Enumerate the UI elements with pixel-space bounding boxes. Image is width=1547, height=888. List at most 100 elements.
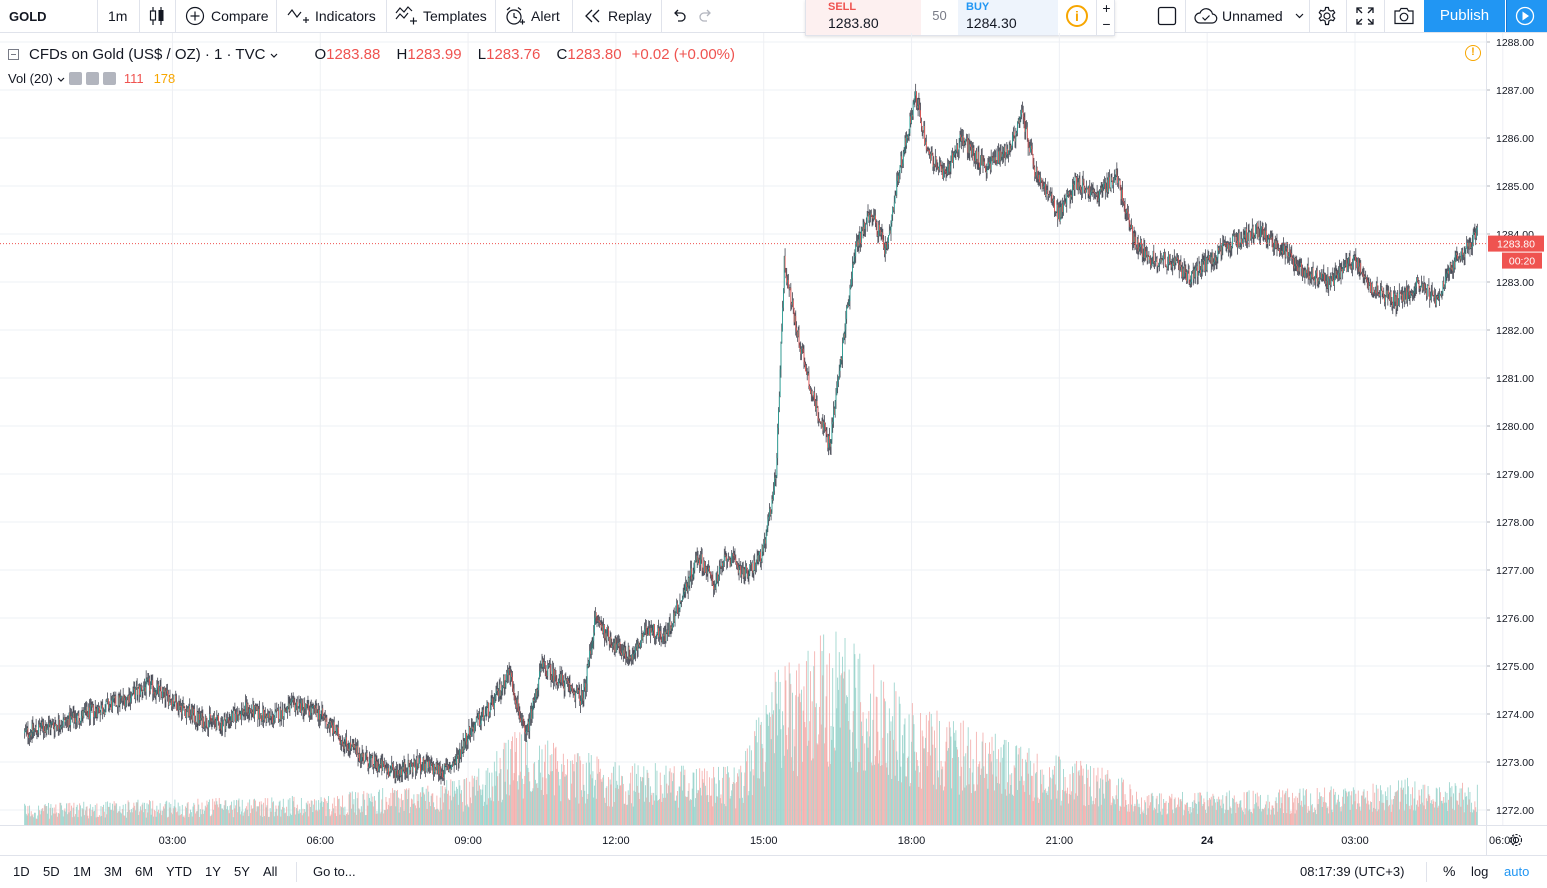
volume-bar [1003, 744, 1004, 825]
volume-bar [1393, 798, 1395, 825]
increase-button[interactable]: + [1102, 0, 1111, 16]
volume-bar [1410, 794, 1412, 825]
volume-bar [941, 769, 943, 825]
volume-bar [646, 769, 648, 825]
volume-bar [702, 779, 704, 825]
compare-button[interactable]: Compare [185, 0, 269, 32]
candle-body [812, 396, 814, 398]
candle-body [438, 764, 439, 775]
replay-button[interactable]: Replay [584, 0, 652, 32]
volume-bar [506, 794, 508, 825]
symbol-search-button[interactable]: GOLD [9, 0, 47, 32]
candle-body [414, 760, 416, 767]
candle-body [1132, 233, 1134, 243]
indicators-button[interactable]: Indicators [287, 0, 376, 32]
snapshot-button[interactable] [1393, 0, 1415, 32]
candle-body [594, 617, 595, 633]
candle-body [280, 708, 282, 721]
redo-button[interactable] [698, 0, 714, 32]
chart-style-button[interactable] [148, 0, 166, 32]
candle-body [885, 243, 887, 247]
alert-button[interactable]: Alert [505, 0, 560, 32]
candle-body [1126, 209, 1128, 213]
volume-bar [829, 763, 831, 825]
candle-body [507, 668, 509, 676]
volume-bar [1471, 802, 1473, 825]
candle-body [728, 557, 729, 560]
volume-bar [370, 793, 372, 825]
templates-button[interactable]: Templates [395, 0, 487, 32]
candle-body [988, 162, 990, 166]
candle-body [400, 769, 402, 776]
volume-bar [59, 802, 61, 825]
candle-body [939, 162, 940, 170]
candle-body [1189, 283, 1191, 285]
candle-body [737, 567, 739, 573]
candle-body [102, 705, 104, 713]
sell-button[interactable]: SELL 1283.80 [806, 0, 921, 35]
volume-bar [427, 785, 429, 825]
volume-bar [57, 816, 58, 825]
candle-body [63, 717, 65, 719]
candle-body [1300, 263, 1302, 266]
candle-body [167, 693, 169, 705]
volume-bar [893, 739, 894, 825]
undo-button[interactable] [671, 0, 687, 32]
candle-body [1054, 199, 1055, 212]
quantity-stepper[interactable]: + − [1096, 0, 1116, 35]
candle-body [1063, 201, 1065, 203]
volume-bar [1180, 798, 1182, 825]
layout-name-button[interactable]: Unnamed [1194, 0, 1304, 32]
decrease-button[interactable]: − [1102, 16, 1111, 32]
candle-body [663, 634, 664, 637]
info-icon[interactable]: i [1066, 5, 1088, 27]
select-layout-button[interactable] [1157, 0, 1177, 32]
volume-bar [1345, 790, 1347, 825]
volume-bar [229, 805, 231, 825]
candle-body [378, 764, 380, 767]
candlestick-chart[interactable]: 1288.001287.001286.001285.001284.001283.… [0, 33, 1547, 855]
volume-bar [1368, 804, 1370, 825]
volume-bar [285, 812, 287, 825]
volume-bar [245, 806, 247, 825]
candle-body [1046, 190, 1048, 191]
candle-body [716, 572, 718, 581]
candle-body [960, 134, 962, 138]
buy-button[interactable]: BUY 1284.30 [958, 0, 1058, 35]
candle-body [1006, 148, 1008, 156]
candle-body [374, 756, 375, 768]
candle-body [480, 717, 482, 724]
volume-bar [1296, 810, 1298, 825]
publish-menu-button[interactable] [1506, 0, 1547, 32]
fullscreen-button[interactable] [1356, 0, 1374, 32]
candle-body [593, 632, 595, 641]
volume-bar [545, 778, 547, 825]
interval-button[interactable]: 1m [108, 0, 127, 32]
candle-body [396, 769, 398, 771]
volume-bar [1049, 767, 1050, 825]
candle-body [795, 315, 797, 328]
candle-body [142, 690, 144, 693]
candle-body [136, 685, 138, 695]
volume-bar [1435, 801, 1436, 825]
volume-bar [326, 801, 328, 825]
volume-bar [316, 809, 318, 825]
compare-plus-icon [185, 6, 205, 26]
publish-button[interactable]: Publish [1424, 0, 1505, 32]
volume-bar [469, 781, 471, 825]
volume-bar [1156, 795, 1158, 825]
candle-body [1026, 127, 1027, 130]
volume-bar [703, 782, 705, 825]
candle-body [1063, 202, 1064, 213]
volume-bar [1062, 789, 1064, 825]
settings-button[interactable] [1317, 0, 1337, 32]
candle-body [298, 703, 300, 707]
chart-container[interactable]: 1288.00 1287.00 1286.00 1285.00 1284.00 1283.… [0, 33, 1547, 855]
candle-body [509, 670, 511, 681]
volume-bar [295, 814, 297, 825]
candle-body [646, 634, 648, 636]
candle-body [1005, 155, 1007, 159]
candle-body [910, 116, 912, 124]
volume-bar [1002, 757, 1004, 825]
volume-bar [1087, 769, 1089, 825]
